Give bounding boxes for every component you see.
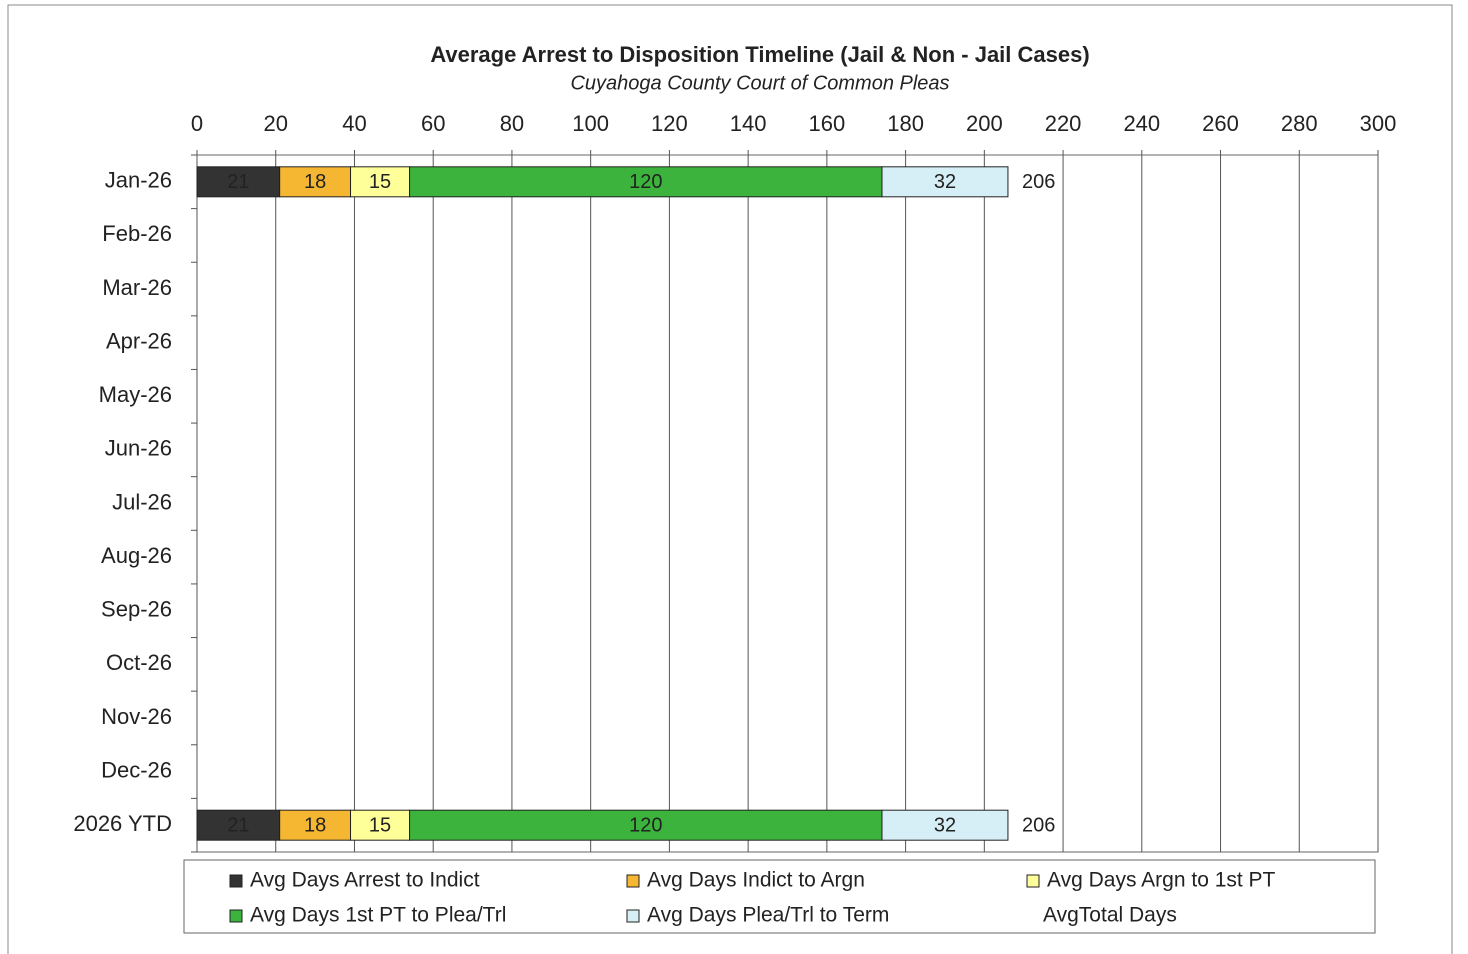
x-tick-label: 180 <box>887 111 924 136</box>
y-tick-label: Sep-26 <box>101 597 172 622</box>
bar-segment <box>881 809 1009 841</box>
legend-swatch <box>626 874 640 888</box>
legend-box <box>183 859 1376 934</box>
bar-segment <box>350 166 411 198</box>
legend-label: Avg Days 1st PT to Plea/Trl <box>250 904 506 927</box>
x-tick-label: 200 <box>966 111 1003 136</box>
legend-swatch <box>229 874 243 888</box>
data-label: 21 <box>227 171 249 193</box>
bar-segment <box>196 809 281 841</box>
x-tick-label: 100 <box>572 111 609 136</box>
data-label: 21 <box>227 814 249 836</box>
x-tick-label: 60 <box>421 111 445 136</box>
x-tick-label: 220 <box>1045 111 1082 136</box>
data-label: 32 <box>934 814 956 836</box>
legend-swatch <box>1026 874 1040 888</box>
x-tick-label: 140 <box>730 111 767 136</box>
legend-swatch <box>626 909 640 923</box>
data-label: 120 <box>629 814 662 836</box>
y-tick-label: 2026 YTD <box>73 811 172 836</box>
data-label: 15 <box>369 171 391 193</box>
legend-label: Avg Days Arrest to Indict <box>250 869 480 892</box>
y-tick-label: Jun-26 <box>105 436 172 461</box>
bar-segment <box>881 166 1009 198</box>
bar-segment <box>279 166 352 198</box>
x-tick-label: 40 <box>342 111 366 136</box>
chart-title: Average Arrest to Disposition Timeline (… <box>430 42 1089 67</box>
data-label: 18 <box>304 814 326 836</box>
x-tick-label: 240 <box>1123 111 1160 136</box>
y-tick-label: Dec-26 <box>101 757 172 782</box>
y-tick-label: Aug-26 <box>101 543 172 568</box>
y-tick-label: Jan-26 <box>105 168 172 193</box>
x-tick-label: 160 <box>809 111 846 136</box>
bar-segment <box>409 166 883 198</box>
y-tick-label: Jul-26 <box>112 489 172 514</box>
legend-label: Avg Days Plea/Trl to Term <box>647 904 889 927</box>
legend-label: AvgTotal Days <box>1043 904 1177 927</box>
legend-label: Avg Days Indict to Argn <box>647 869 865 892</box>
x-tick-label: 20 <box>263 111 287 136</box>
frame <box>7 4 1453 954</box>
x-tick-label: 120 <box>651 111 688 136</box>
legend-label: Avg Days Argn to 1st PT <box>1047 869 1276 892</box>
data-label: 120 <box>629 171 662 193</box>
plot-area <box>196 154 1379 853</box>
y-tick-label: Oct-26 <box>106 650 172 675</box>
total-label: 206 <box>1022 814 1055 836</box>
y-tick-label: Nov-26 <box>101 704 172 729</box>
y-tick-label: May-26 <box>99 382 172 407</box>
bar-segment <box>350 809 411 841</box>
y-tick-label: Apr-26 <box>106 328 172 353</box>
x-tick-label: 280 <box>1281 111 1318 136</box>
x-tick-label: 260 <box>1202 111 1239 136</box>
data-label: 32 <box>934 171 956 193</box>
y-tick-label: Mar-26 <box>102 275 172 300</box>
bar-segment <box>409 809 883 841</box>
x-tick-label: 300 <box>1360 111 1397 136</box>
x-tick-label: 80 <box>500 111 524 136</box>
y-tick-label: Feb-26 <box>102 221 172 246</box>
data-label: 18 <box>304 171 326 193</box>
chart-subtitle: Cuyahoga County Court of Common Pleas <box>570 72 949 94</box>
legend-swatch <box>229 909 243 923</box>
data-label: 15 <box>369 814 391 836</box>
total-label: 206 <box>1022 171 1055 193</box>
bar-segment <box>279 809 352 841</box>
x-tick-label: 0 <box>191 111 203 136</box>
